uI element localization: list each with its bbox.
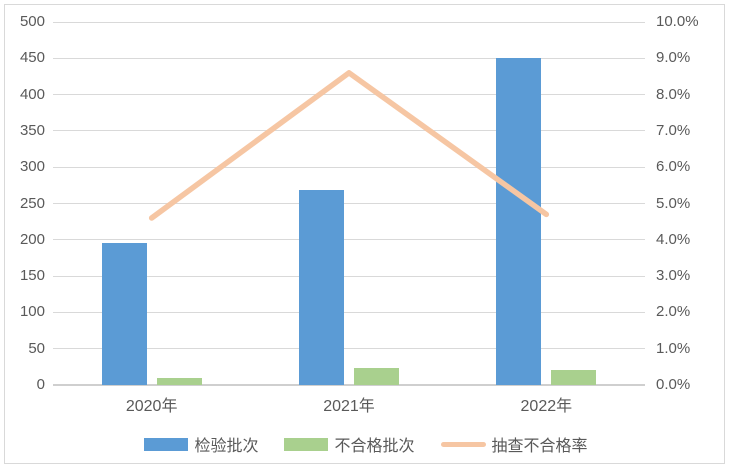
bar-检验批次-2021年 [299,190,344,385]
left-axis-tick-label: 400 [19,85,45,103]
right-axis-tick-label: 10.0% [656,13,699,30]
legend-item-抽查不合格率: 抽查不合格率 [440,432,588,456]
legend-label: 不合格批次 [334,438,415,455]
right-axis-tick-label: 8.0% [656,85,691,103]
plot-area [53,21,645,386]
line-抽查不合格率 [148,70,550,221]
legend-item-不合格批次: 不合格批次 [284,432,415,456]
left-axis-tick-label: 500 [19,13,45,30]
right-axis-tick-label: 5.0% [656,194,691,212]
left-axis-tick-label: 0 [36,376,45,393]
x-axis-label-2020年: 2020年 [125,398,178,415]
right-axis-tick-label: 0.0% [656,376,691,393]
left-axis-tick-label: 350 [19,121,45,139]
left-axis-tick-label: 50 [28,339,45,357]
left-axis-tick-label: 300 [19,158,45,176]
legend-bar-swatch [284,437,329,451]
left-axis-tick-label: 100 [19,303,45,321]
legend-item-检验批次: 检验批次 [144,432,258,456]
gridline [53,21,645,23]
gridline [53,239,645,241]
gridline [53,203,645,204]
gridline [53,94,645,96]
right-axis-tick-label: 1.0% [656,339,691,357]
gridline [53,130,645,132]
right-axis-tick-label: 4.0% [656,230,691,248]
gridline [53,348,645,350]
bar-不合格批次-2022年 [551,369,597,385]
bar-检验批次-2022年 [496,58,542,385]
chart-legend: 检验批次 不合格批次 抽查不合格率 [0,432,732,456]
left-axis-tick-label: 200 [19,230,45,248]
legend-label: 检验批次 [194,438,259,455]
gridline [53,275,645,277]
right-axis-tick-label: 7.0% [656,121,691,139]
right-axis-tick-label: 3.0% [656,267,691,285]
gridline [53,311,645,313]
left-axis-tick-label: 150 [19,267,45,285]
legend-bar-swatch [144,437,189,451]
legend-label: 抽查不合格率 [491,438,588,455]
bar-不合格批次-2020年 [156,378,202,385]
bar-检验批次-2020年 [101,243,147,385]
x-axis-line [53,384,645,386]
right-axis-tick-label: 9.0% [656,49,691,67]
right-axis-tick-label: 2.0% [656,303,691,321]
right-axis-tick-label: 6.0% [656,158,691,176]
gridline [53,57,645,59]
chart-border [4,4,725,464]
x-axis-label-2022年: 2022年 [520,398,573,415]
gridline [53,166,645,168]
left-axis-tick-label: 250 [19,194,45,212]
left-axis-tick-label: 450 [19,49,45,67]
legend-line-swatch [440,441,486,447]
bar-不合格批次-2021年 [354,368,399,385]
x-axis-label-2021年: 2021年 [323,398,375,415]
